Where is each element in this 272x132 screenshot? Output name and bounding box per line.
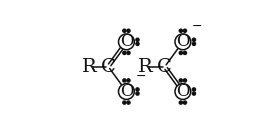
Circle shape [127,51,130,55]
Circle shape [179,29,183,32]
Circle shape [136,92,139,95]
Circle shape [136,38,139,41]
Text: O: O [120,33,133,50]
Circle shape [179,101,183,104]
Text: R: R [138,58,153,76]
Circle shape [123,29,126,32]
Circle shape [136,42,139,45]
Circle shape [127,101,130,104]
Circle shape [192,42,196,45]
Text: O: O [176,83,190,100]
Circle shape [179,79,183,82]
Circle shape [136,88,139,91]
Circle shape [192,38,196,41]
Text: −: − [192,20,203,33]
Text: C: C [157,58,172,76]
Circle shape [127,29,130,32]
Circle shape [123,79,126,82]
Text: R: R [82,58,97,76]
Text: −: − [136,69,146,82]
Circle shape [183,29,187,32]
Circle shape [123,51,126,55]
Circle shape [127,79,130,82]
Circle shape [192,88,196,91]
Circle shape [192,92,196,95]
Circle shape [183,79,187,82]
Text: O: O [120,83,133,100]
Text: O: O [176,33,190,50]
Circle shape [183,51,187,55]
Circle shape [123,101,126,104]
Circle shape [179,51,183,55]
Text: C: C [101,58,116,76]
Circle shape [183,101,187,104]
